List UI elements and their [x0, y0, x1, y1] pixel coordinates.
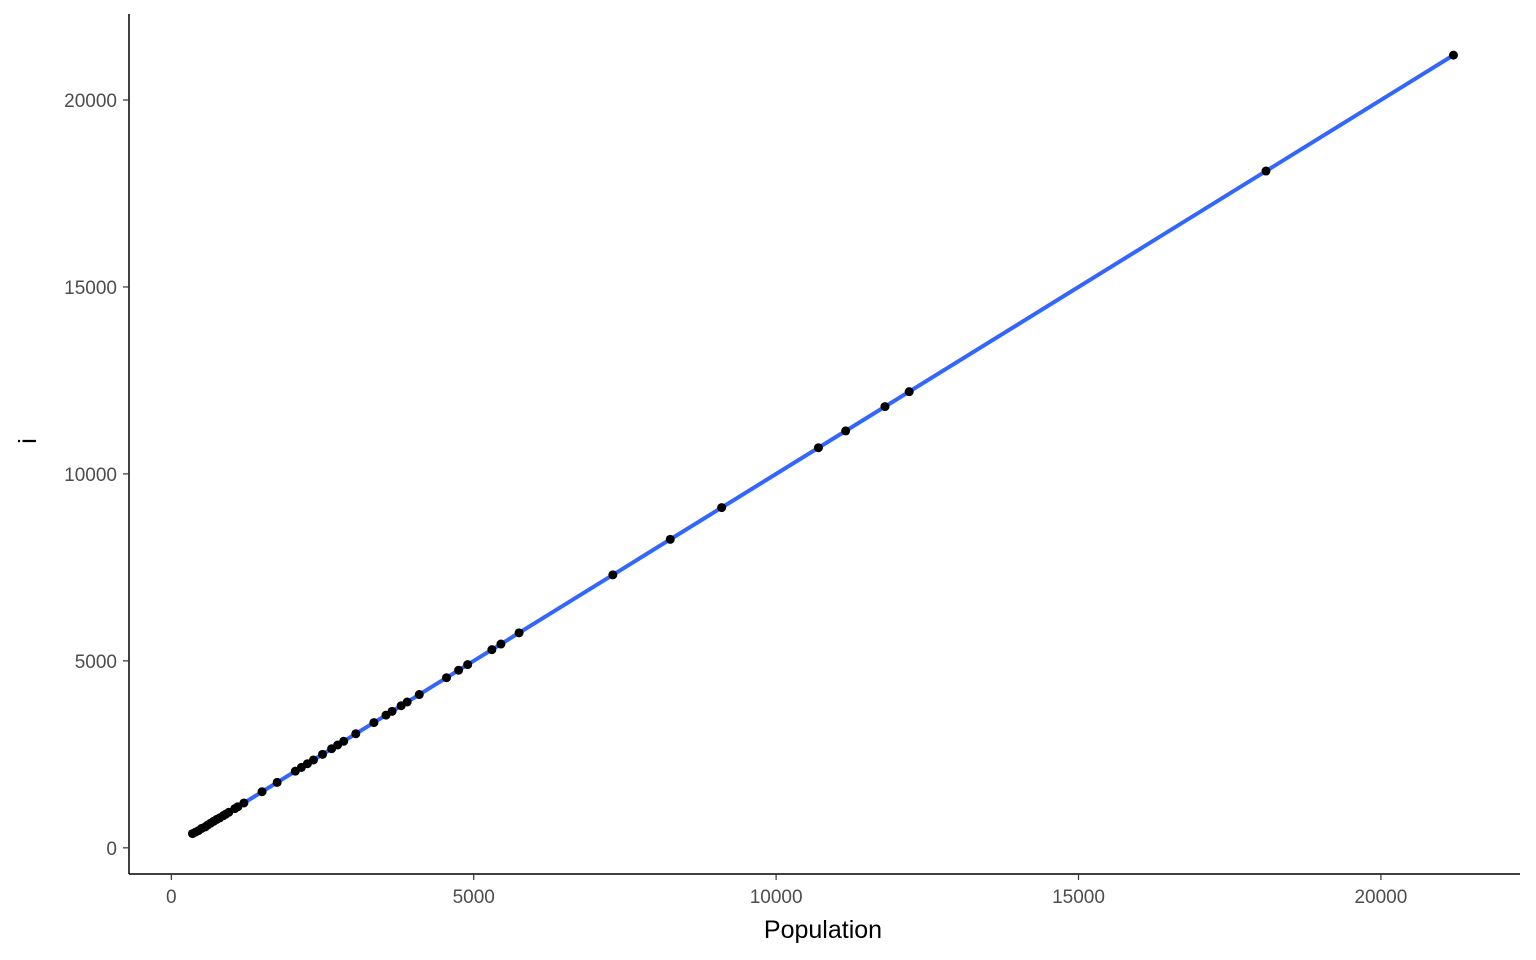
x-tick-label: 0 [166, 887, 177, 908]
data-point [414, 690, 424, 700]
data-point [351, 729, 361, 739]
ticks-layer: 0 5000 10000 15000 20000 0 5000 10000 15000 20000 [64, 91, 1407, 908]
data-point [487, 645, 497, 655]
x-tick-label: 10000 [750, 887, 803, 908]
data-point [608, 570, 618, 580]
data-point [339, 736, 349, 746]
data-point [904, 387, 914, 397]
y-tick-label: 10000 [64, 465, 117, 486]
data-point [402, 697, 412, 707]
axes [128, 14, 1520, 875]
y-tick-label: 15000 [64, 278, 117, 299]
data-point [387, 706, 397, 716]
y-tick-label: 5000 [75, 652, 117, 673]
points-layer [188, 50, 1458, 839]
data-point [318, 749, 328, 759]
data-point [1261, 166, 1271, 176]
data-point [514, 628, 524, 638]
x-tick-label: 20000 [1354, 887, 1407, 908]
x-tick-label: 5000 [453, 887, 495, 908]
data-point [463, 660, 473, 670]
data-point [257, 787, 267, 797]
data-point [880, 402, 890, 412]
data-point [717, 503, 727, 513]
data-point [496, 639, 506, 649]
data-point [454, 665, 464, 675]
y-tick-label: 0 [106, 839, 117, 860]
y-axis-title: i [14, 438, 42, 444]
data-point [665, 534, 675, 544]
data-point [841, 426, 851, 436]
data-point [239, 798, 249, 808]
y-tick-label: 20000 [64, 91, 117, 112]
data-point [308, 755, 318, 765]
x-tick-label: 15000 [1052, 887, 1105, 908]
data-point [272, 777, 282, 787]
data-point [1448, 50, 1458, 60]
x-axis-title: Population [764, 916, 882, 944]
data-point [369, 718, 379, 728]
data-point [442, 673, 452, 683]
data-point [813, 443, 823, 453]
